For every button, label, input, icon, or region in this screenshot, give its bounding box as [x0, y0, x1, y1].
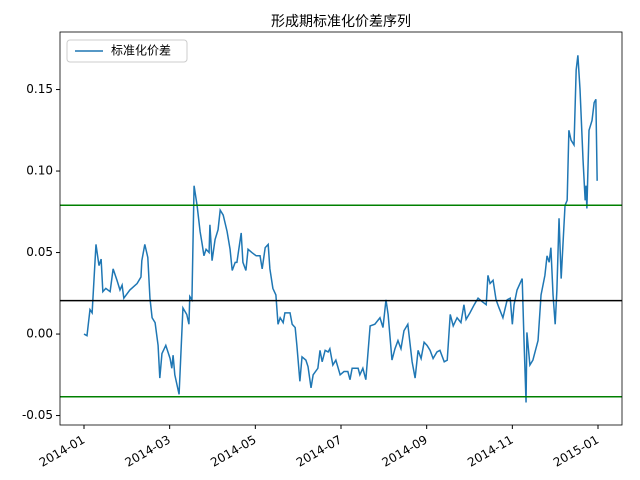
y-tick-label: 0.15 [26, 82, 53, 96]
series-line [83, 55, 598, 403]
legend-label: 标准化价差 [111, 44, 171, 58]
legend-box [66, 39, 188, 63]
y-tick-label: 0.10 [26, 164, 53, 178]
y-tick-label: 0.00 [26, 327, 53, 341]
y-tick-label: 0.05 [26, 245, 53, 259]
y-tick-label: -0.05 [22, 408, 53, 422]
plot-frame [59, 31, 623, 426]
chart-title: 形成期标准化价差序列 [271, 14, 411, 30]
